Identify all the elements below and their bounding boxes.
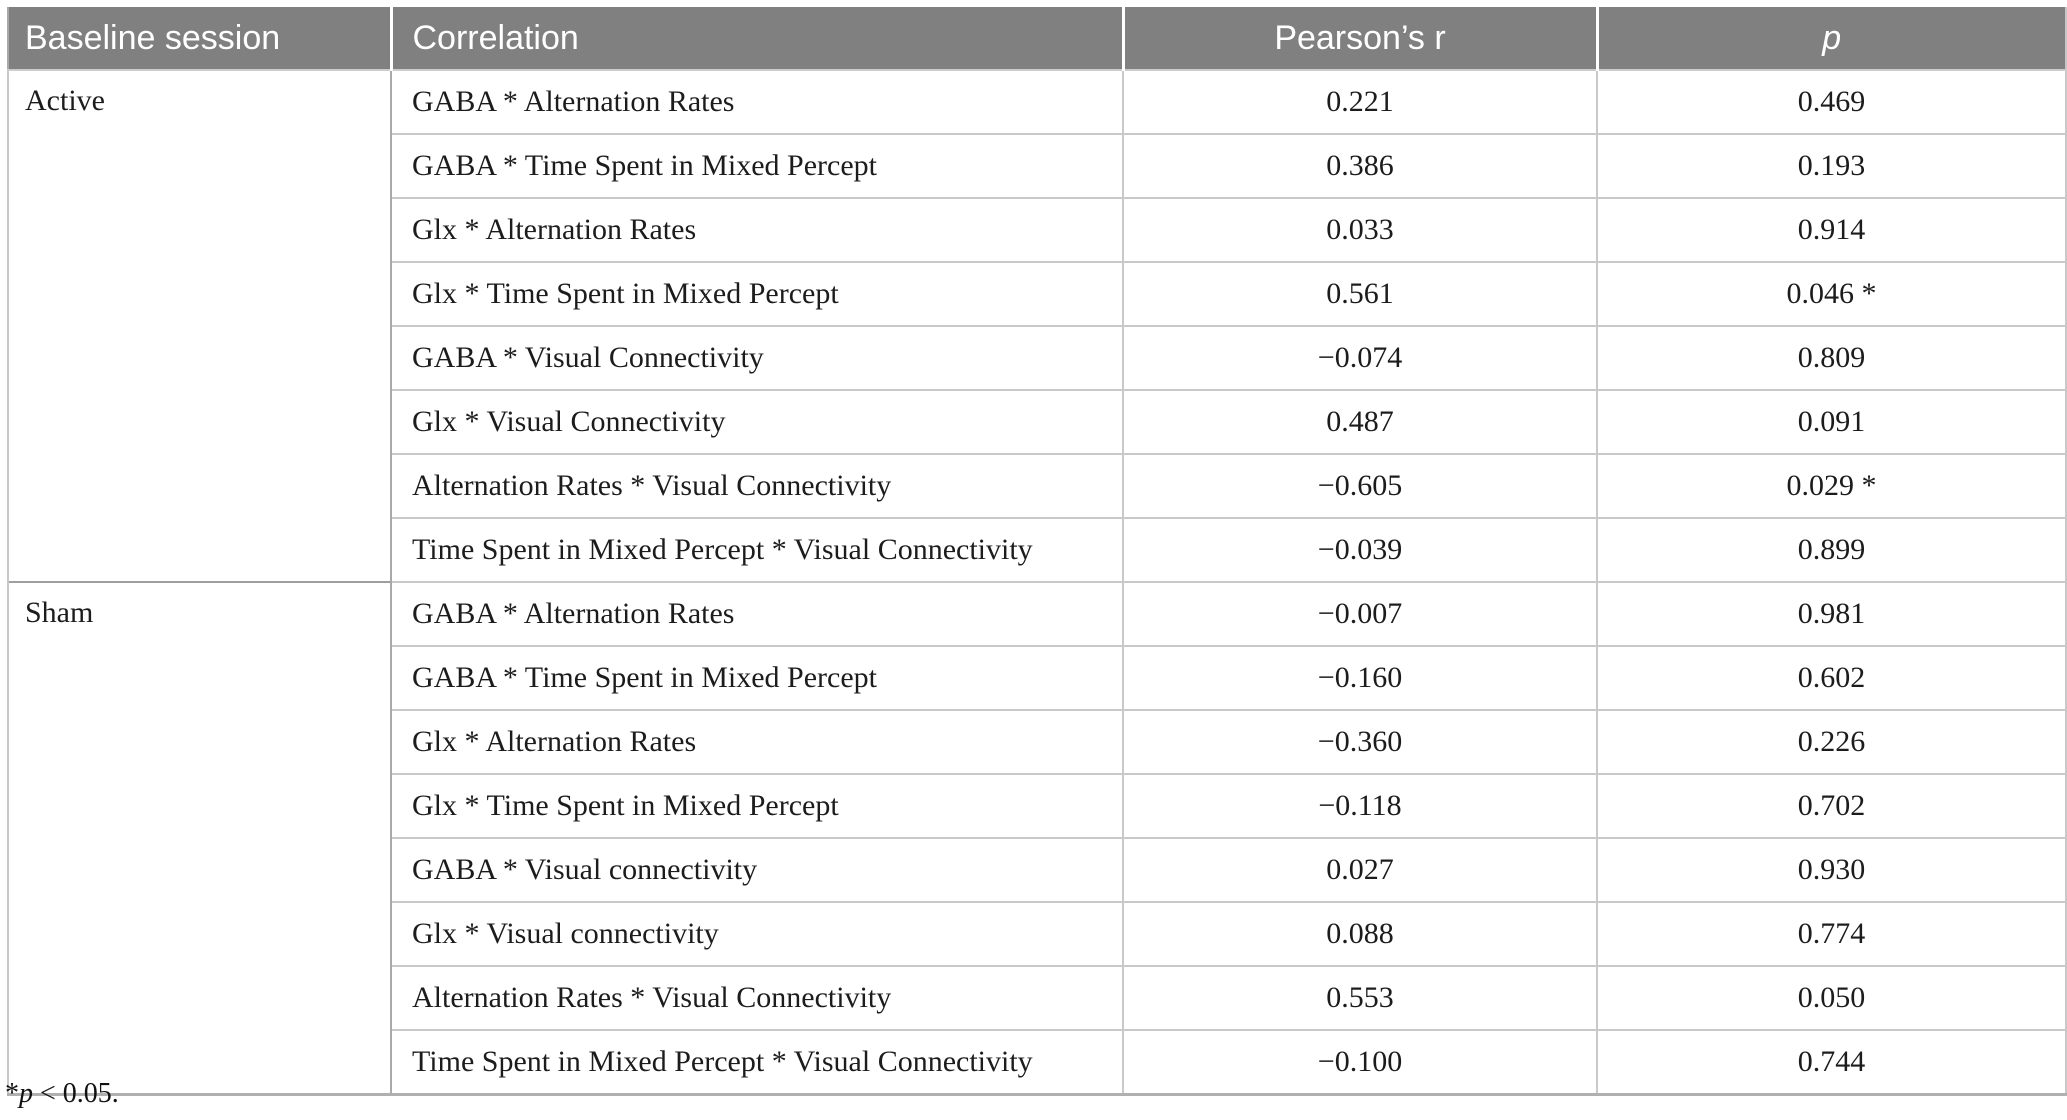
correlation-cell: GABA * Alternation Rates	[390, 581, 1124, 647]
pearsons-r-cell: −0.118	[1122, 773, 1598, 839]
correlation-table: Baseline session Correlation Pearson’s r…	[7, 7, 2067, 1096]
pearsons-r-cell: −0.605	[1122, 453, 1598, 519]
pearsons-r-cell: 0.033	[1122, 197, 1598, 263]
p-value-cell: 0.744	[1596, 1029, 2067, 1096]
pearsons-r-cell: −0.039	[1122, 517, 1598, 583]
table-row: Glx * Time Spent in Mixed Percept 0.561 0.…	[8, 261, 2067, 327]
table-row: Active GABA * Alternation Rates 0.221 0.469	[7, 69, 2067, 582]
correlation-cell: Glx * Alternation Rates	[390, 709, 1124, 775]
pearsons-r-cell: −0.074	[1122, 325, 1598, 391]
table-row: Alternation Rates * Visual Connectivity 0…	[8, 965, 2067, 1031]
col-header-correlation: Correlation	[389, 7, 1123, 71]
pearsons-r-cell: −0.360	[1122, 709, 1598, 775]
pearsons-r-cell: −0.160	[1122, 645, 1598, 711]
table-row: Glx * Alternation Rates −0.360 0.226	[8, 709, 2067, 775]
pearsons-r-cell: 0.386	[1122, 133, 1598, 199]
correlation-cell: GABA * Alternation Rates	[390, 69, 1124, 135]
footnote-text: < 0.05.	[33, 1078, 119, 1109]
p-value-cell: 0.809	[1596, 325, 2067, 391]
p-value-cell: 0.981	[1596, 581, 2067, 647]
correlation-cell: Alternation Rates * Visual Connectivity	[390, 965, 1124, 1031]
p-value-cell: 0.602	[1596, 645, 2067, 711]
correlation-cell: Time Spent in Mixed Percept * Visual Con…	[390, 1029, 1124, 1096]
table-row: Glx * Visual Connectivity 0.487 0.091	[8, 389, 2067, 455]
session-cell: Active	[7, 69, 392, 582]
table-row: Glx * Time Spent in Mixed Percept −0.118 0…	[8, 773, 2067, 839]
p-value-cell: 0.914	[1596, 197, 2067, 263]
table-row: GABA * Time Spent in Mixed Percept −0.160…	[8, 645, 2067, 711]
correlation-cell: Glx * Time Spent in Mixed Percept	[390, 773, 1124, 839]
table-row: Sham GABA * Alternation Rates −0.007 0.981	[7, 581, 2067, 1095]
p-value-cell: 0.702	[1596, 773, 2067, 839]
footnote-variable: p	[19, 1078, 33, 1109]
table-footnote: *p < 0.05.	[5, 1078, 119, 1110]
footnote-marker: *	[5, 1078, 19, 1109]
correlation-cell: Glx * Time Spent in Mixed Percept	[390, 261, 1124, 327]
p-value-cell: 0.050	[1596, 965, 2067, 1031]
pearsons-r-cell: −0.007	[1122, 581, 1598, 647]
p-value-cell: 0.899	[1596, 517, 2067, 583]
p-value-cell: 0.029 *	[1596, 453, 2067, 519]
col-header-p: p	[1595, 7, 2066, 71]
table-row: GABA * Visual Connectivity −0.074 0.809	[8, 325, 2067, 391]
table-row: Time Spent in Mixed Percept * Visual Con…	[8, 517, 2067, 583]
pearsons-r-cell: −0.100	[1122, 1029, 1598, 1096]
session-cell: Sham	[7, 581, 392, 1095]
correlation-cell: GABA * Visual connectivity	[390, 837, 1124, 903]
pearsons-r-cell: 0.553	[1122, 965, 1598, 1031]
col-header-pearsons-r: Pearson’s r	[1121, 7, 1597, 71]
correlation-cell: GABA * Time Spent in Mixed Percept	[390, 645, 1124, 711]
p-value-cell: 0.930	[1596, 837, 2067, 903]
pearsons-r-cell: 0.088	[1122, 901, 1598, 967]
table-row: Glx * Visual connectivity 0.088 0.774	[8, 901, 2067, 967]
table-row: GABA * Time Spent in Mixed Percept 0.386 0…	[8, 133, 2067, 199]
correlation-cell: Alternation Rates * Visual Connectivity	[390, 453, 1124, 519]
correlation-cell: GABA * Visual Connectivity	[390, 325, 1124, 391]
table-body: Active GABA * Alternation Rates 0.221 0.469…	[7, 69, 2067, 1096]
correlation-cell: GABA * Time Spent in Mixed Percept	[390, 133, 1124, 199]
correlation-cell: Glx * Visual Connectivity	[390, 389, 1124, 455]
p-value-cell: 0.469	[1596, 69, 2067, 135]
header-row: Baseline session Correlation Pearson’s r…	[8, 7, 2066, 71]
col-header-baseline-session: Baseline session	[8, 7, 391, 71]
p-value-cell: 0.226	[1596, 709, 2067, 775]
table-header: Baseline session Correlation Pearson’s r…	[8, 7, 2066, 71]
correlation-cell: Glx * Alternation Rates	[390, 197, 1124, 263]
table-row: Glx * Alternation Rates 0.033 0.914	[8, 197, 2067, 263]
p-value-cell: 0.091	[1596, 389, 2067, 455]
p-value-cell: 0.046 *	[1596, 261, 2067, 327]
pearsons-r-cell: 0.221	[1122, 69, 1598, 135]
table-row: Alternation Rates * Visual Connectivity −…	[8, 453, 2067, 519]
pearsons-r-cell: 0.487	[1122, 389, 1598, 455]
table-row: Time Spent in Mixed Percept * Visual Con…	[8, 1029, 2067, 1096]
p-value-cell: 0.774	[1596, 901, 2067, 967]
pearsons-r-cell: 0.027	[1122, 837, 1598, 903]
table-row: GABA * Visual connectivity 0.027 0.930	[8, 837, 2067, 903]
correlation-cell: Time Spent in Mixed Percept * Visual Con…	[390, 517, 1124, 583]
correlation-cell: Glx * Visual connectivity	[390, 901, 1124, 967]
pearsons-r-cell: 0.561	[1122, 261, 1598, 327]
p-value-cell: 0.193	[1596, 133, 2067, 199]
